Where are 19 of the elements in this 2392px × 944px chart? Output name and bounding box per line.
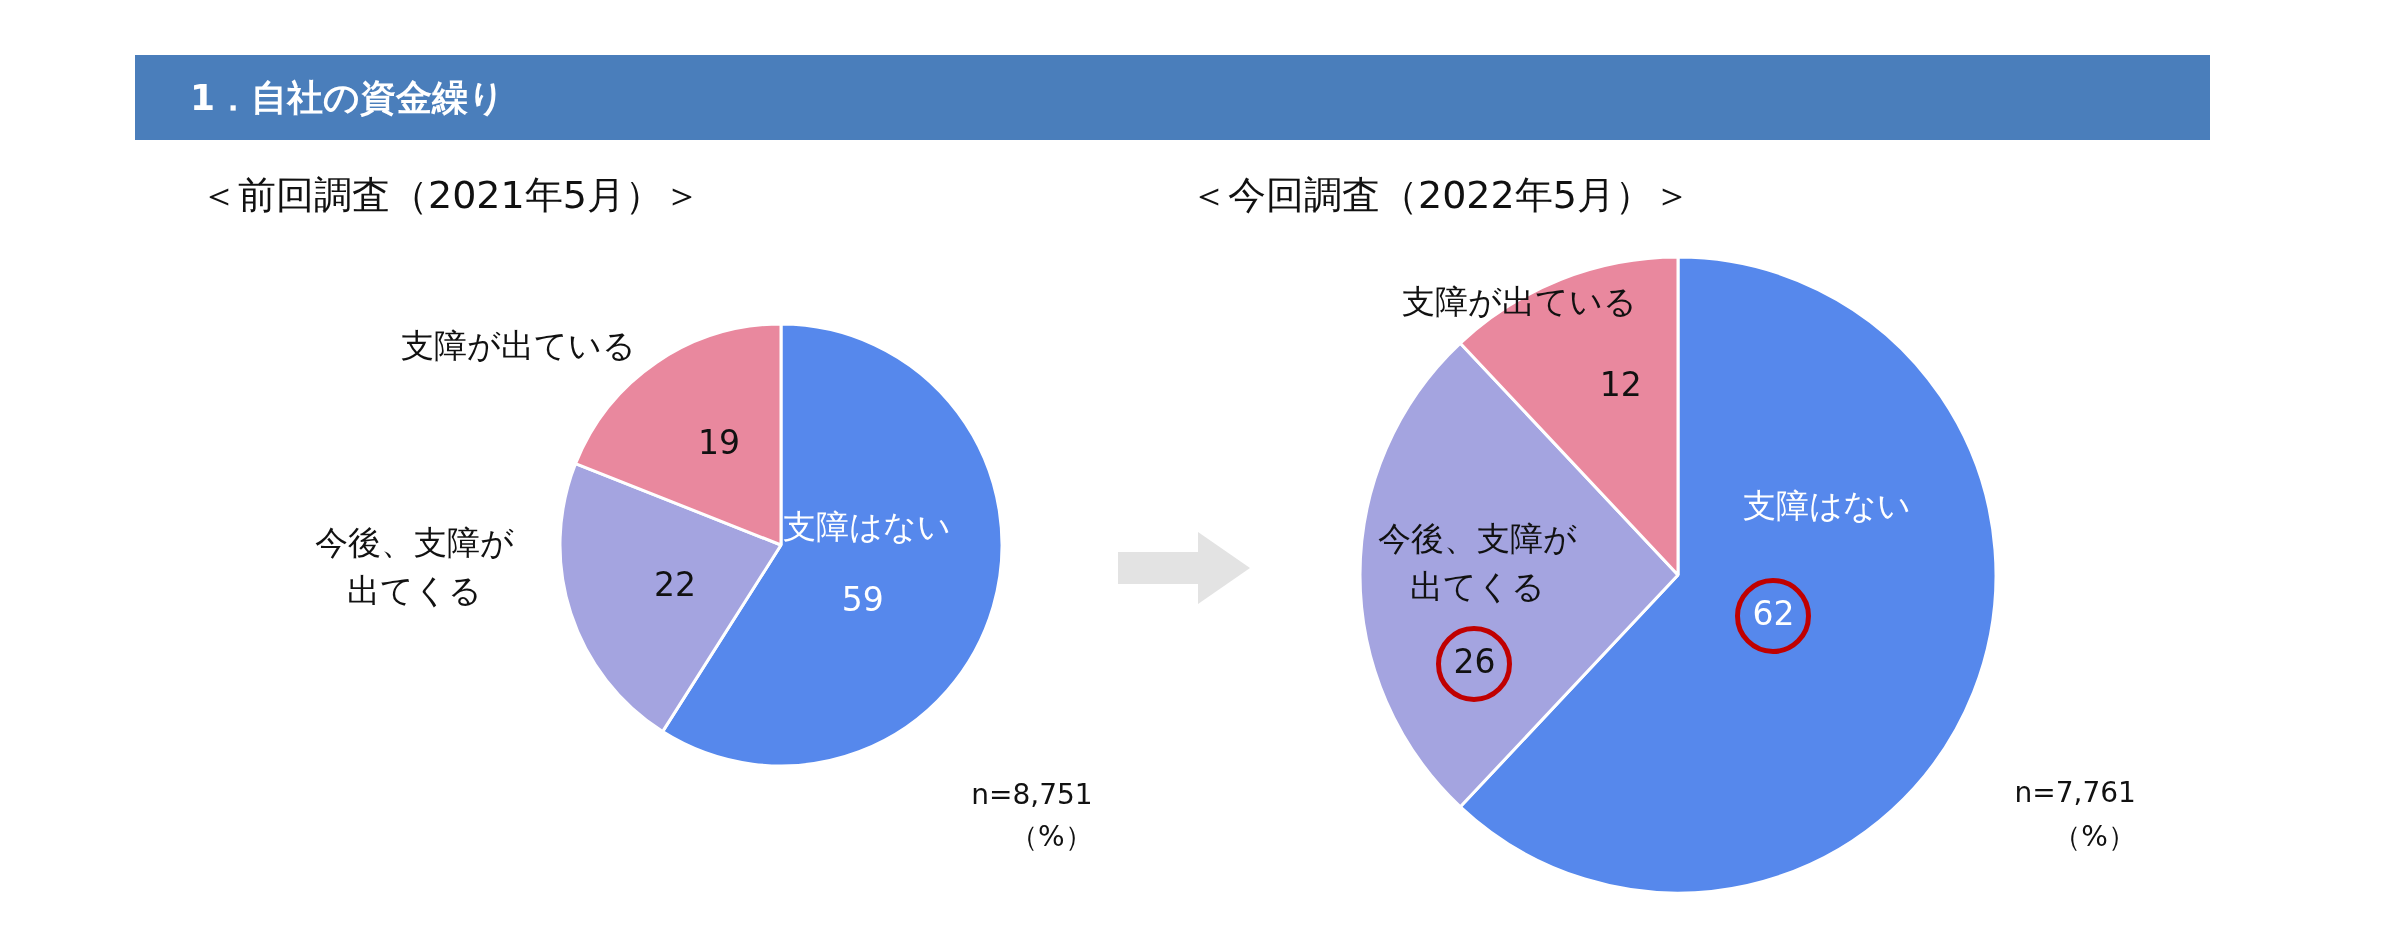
data-label: 26 — [1453, 641, 1496, 681]
data-label: 22 — [653, 564, 696, 604]
slice-label: 今後、支障が出てくる — [314, 522, 514, 610]
slice-label: 支障が出ている — [400, 325, 636, 365]
slice-label: 支障が出ている — [1401, 282, 1637, 322]
data-label: 19 — [698, 423, 741, 463]
text: n=8,751 — [971, 778, 1093, 812]
slice-label: 今後、支障が出てくる — [1378, 519, 1578, 607]
data-label: 59 — [841, 580, 884, 620]
chart-subtitle: ＜前回調査（2021年5月）＞ — [200, 172, 701, 219]
slice-label: 支障はない — [783, 507, 952, 547]
text: n=7,761 — [2014, 775, 2136, 809]
data-label: 62 — [1752, 593, 1795, 633]
chart-title: 1．自社の資金繰り — [190, 76, 506, 120]
text: （%） — [1010, 820, 1093, 854]
chart-title: ＜今回調査（2022年5月）＞ — [1190, 172, 1691, 219]
data-label: 12 — [1599, 364, 1642, 404]
text: （%） — [2053, 820, 2136, 854]
slice-label: 支障はない — [1743, 485, 1912, 525]
